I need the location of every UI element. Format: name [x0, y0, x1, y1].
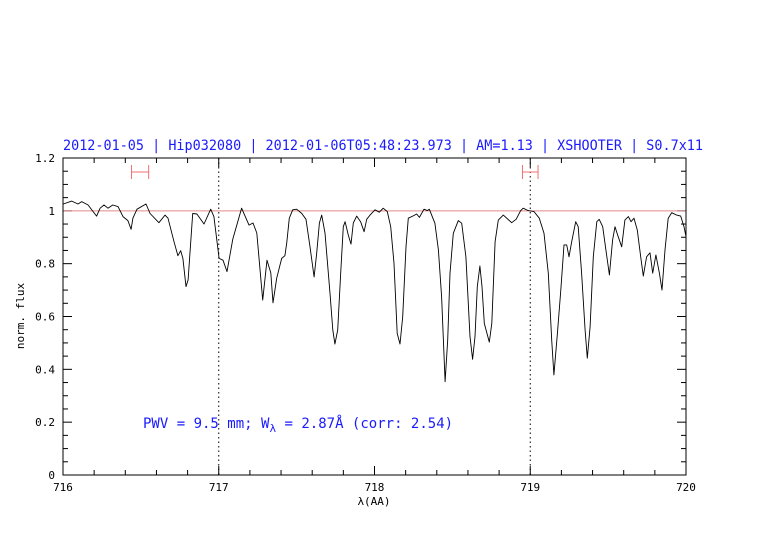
- x-tick-label: 716: [53, 481, 73, 494]
- spectrum-line: [63, 200, 687, 383]
- annotation-suffix: = 2.87Å (corr: 2.54): [276, 415, 453, 432]
- plot-frame: [62, 157, 687, 476]
- y-tick-label: 1: [48, 205, 55, 218]
- y-tick-labels: 0 0.2 0.4 0.6 0.8 1 1.2: [35, 152, 55, 482]
- y-tick-label: 0.8: [35, 258, 55, 271]
- x-tick-labels: 716 717 718 719 720: [53, 481, 696, 494]
- pwv-annotation: PWV = 9.5 mm; Wλ = 2.87Å (corr: 2.54): [143, 415, 453, 435]
- x-tick-label: 720: [676, 481, 696, 494]
- x-tick-label: 717: [209, 481, 229, 494]
- y-tick-label: 1.2: [35, 152, 55, 165]
- annotation-subscript: λ: [269, 422, 276, 435]
- y-tick-label: 0.2: [35, 416, 55, 429]
- y-tick-label: 0.4: [35, 363, 55, 376]
- y-tick-label: 0: [48, 469, 55, 482]
- x-tick-label: 719: [520, 481, 540, 494]
- annotation-prefix: PWV = 9.5 mm; W: [143, 416, 270, 432]
- y-axis-label: norm. flux: [14, 283, 27, 350]
- plot-marks: [63, 158, 687, 475]
- x-axis-label: λ(AA): [357, 495, 390, 508]
- x-tick-label: 718: [365, 481, 385, 494]
- y-tick-label: 0.6: [35, 311, 55, 324]
- chart-title: 2012-01-05 | Hip032080 | 2012-01-06T05:4…: [63, 138, 703, 154]
